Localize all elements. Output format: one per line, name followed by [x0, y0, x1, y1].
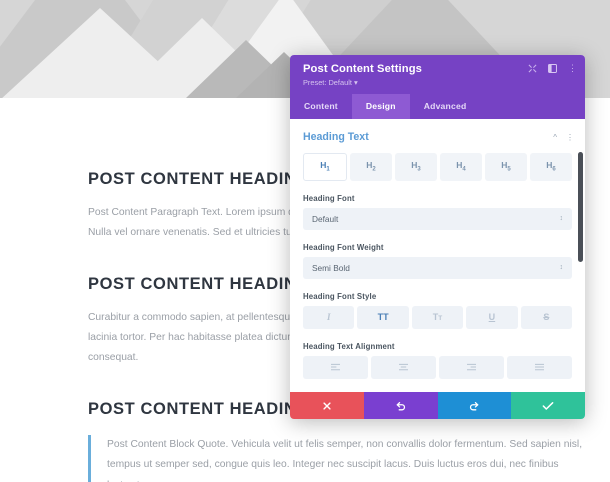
post-content-settings-modal: Post Content Settings Preset: Default ▾ … — [290, 55, 585, 419]
align-right-icon[interactable] — [439, 355, 504, 379]
heading-level-h1[interactable]: H1 — [303, 153, 347, 181]
heading-font-value: Default — [312, 213, 339, 224]
heading-font-weight-select[interactable]: Semi Bold ↕ — [303, 256, 572, 279]
heading-level-h5[interactable]: H5 — [485, 153, 527, 181]
heading-font-label: Heading Font — [303, 193, 355, 203]
post-heading-2: POST CONTENT HEADING 2 — [88, 275, 325, 294]
post-blockquote-text: Post Content Block Quote. Vehicula velit… — [107, 439, 583, 482]
section-title: Heading Text — [303, 131, 369, 143]
heading-level-h4[interactable]: H4 — [440, 153, 482, 181]
small-caps-icon[interactable]: TT — [411, 305, 464, 329]
chevron-updown-icon: ↕ — [559, 264, 564, 272]
settings-scroll-area: Heading Text ^ ⋮ H1 H2 H3 H4 H5 H6 — [290, 119, 585, 392]
modal-preset-label: Preset: Default ▾ — [303, 78, 358, 87]
modal-header-icons: ⋮ — [528, 64, 577, 73]
chevron-up-icon[interactable]: ^ — [553, 132, 557, 142]
more-vertical-icon[interactable]: ⋮ — [568, 63, 577, 73]
heading-text-section-header[interactable]: Heading Text ^ ⋮ — [290, 119, 585, 153]
heading-font-style-row: I TT TT U S — [303, 305, 573, 329]
modal-body: Heading Text ^ ⋮ H1 H2 H3 H4 H5 H6 — [290, 119, 585, 392]
heading-level-h2[interactable]: H2 — [350, 153, 392, 181]
uppercase-icon[interactable]: TT — [357, 305, 409, 329]
layout-icon[interactable] — [548, 64, 557, 73]
undo-button[interactable] — [363, 392, 438, 419]
underline-icon[interactable]: U — [466, 305, 518, 329]
redo-button[interactable] — [437, 392, 512, 419]
tab-design[interactable]: Design — [351, 94, 410, 119]
heading-font-weight-value: Semi Bold — [312, 262, 350, 273]
modal-header: Post Content Settings Preset: Default ▾ … — [290, 55, 585, 94]
move-icon[interactable] — [528, 64, 537, 73]
tab-content[interactable]: Content — [304, 101, 338, 111]
cancel-button[interactable] — [290, 392, 364, 419]
heading-font-style-label: Heading Font Style — [303, 291, 377, 301]
heading-level-button-row: H1 H2 H3 H4 H5 H6 — [303, 153, 572, 181]
tab-advanced[interactable]: Advanced — [423, 101, 467, 111]
modal-title: Post Content Settings — [303, 63, 422, 75]
post-heading-3: POST CONTENT HEADING 3 — [88, 400, 325, 419]
align-justify-icon[interactable] — [507, 355, 572, 379]
modal-tabs: Content Design Advanced — [290, 94, 585, 119]
heading-level-h6[interactable]: H6 — [530, 153, 572, 181]
paragraph-lead-text: Post Content Paragraph Text. Lorem ipsum… — [88, 207, 328, 218]
heading-text-alignment-label: Heading Text Alignment — [303, 341, 395, 351]
save-button[interactable] — [511, 392, 585, 419]
settings-scrollbar[interactable] — [578, 152, 583, 262]
post-blockquote: Post Content Block Quote. Vehicula velit… — [88, 435, 588, 482]
align-center-icon[interactable] — [371, 355, 436, 379]
heading-font-select[interactable]: Default ↕ — [303, 207, 572, 230]
align-left-icon[interactable] — [303, 355, 368, 379]
post-heading-1: POST CONTENT HEADING — [88, 170, 310, 188]
more-vertical-icon[interactable]: ⋮ — [566, 132, 574, 142]
chevron-updown-icon: ↕ — [559, 215, 564, 223]
strikethrough-icon[interactable]: S — [520, 305, 573, 329]
italic-icon[interactable]: I — [303, 305, 355, 329]
modal-action-bar — [290, 392, 585, 419]
heading-text-alignment-row — [303, 355, 572, 379]
heading-level-h3[interactable]: H3 — [395, 153, 437, 181]
heading-font-weight-label: Heading Font Weight — [303, 242, 384, 252]
heading-level-selector: H1 H2 H3 H4 H5 H6 Heading Font Default ↕ — [290, 153, 585, 392]
